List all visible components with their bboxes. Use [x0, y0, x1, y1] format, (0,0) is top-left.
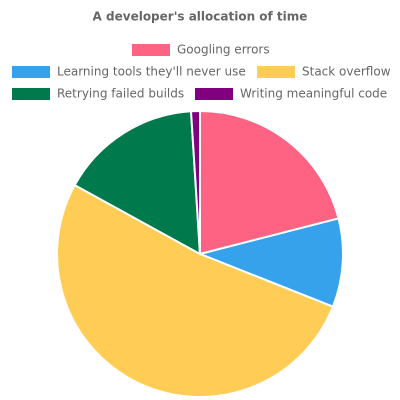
legend-swatch: [12, 88, 50, 100]
pie-slice: [199, 109, 340, 256]
legend-swatch: [132, 44, 170, 56]
legend-swatch: [12, 66, 50, 78]
pie-slice: [189, 109, 201, 255]
legend-label: Retrying failed builds: [57, 87, 184, 101]
legend-label: Writing meaningful code: [240, 87, 387, 101]
chart-title: A developer's allocation of time: [93, 10, 308, 24]
pie-slice: [196, 217, 344, 308]
pie-slice: [73, 110, 202, 256]
pie-slice: [56, 183, 335, 398]
legend-swatch: [195, 88, 233, 100]
legend-label: Learning tools they'll never use: [57, 65, 246, 79]
legend-label: Stack overflow: [302, 65, 391, 79]
legend-swatch: [257, 66, 295, 78]
legend-label: Googling errors: [177, 43, 270, 57]
